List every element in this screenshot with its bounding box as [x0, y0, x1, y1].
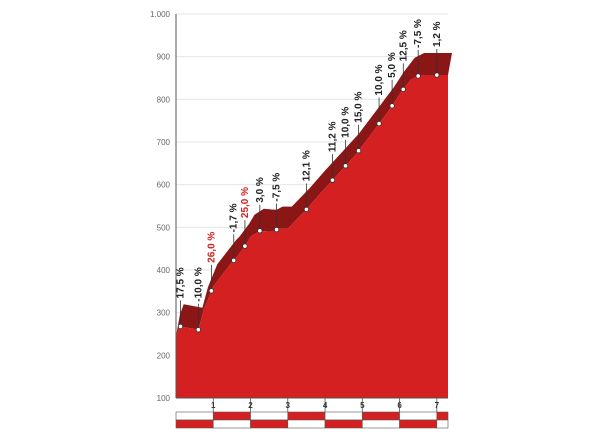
- grade-point: [242, 243, 248, 249]
- grade-point: [389, 103, 395, 109]
- ruler-segment: [362, 419, 400, 429]
- grade-label: 10,0 %: [374, 64, 385, 95]
- grade-point: [329, 177, 336, 183]
- grade-label: 15,0 %: [354, 91, 365, 122]
- grade-labels: 17,5 % -10,0 %26,0 % -1,7 % 25,0 % 3,0 % -7,5…: [175, 19, 442, 302]
- grade-label: 1,2 %: [432, 21, 443, 47]
- grade-label: 12,1 %: [301, 150, 312, 181]
- grade-label: 11,2 %: [327, 121, 338, 152]
- ruler-segment: [362, 411, 400, 421]
- grade-label: -7,5 %: [272, 173, 283, 202]
- grade-label: 17,5 %: [175, 267, 186, 298]
- ruler-segment: [250, 411, 289, 421]
- y-tick-label: 600: [157, 181, 171, 190]
- ruler-segment: [175, 419, 214, 429]
- x-tick-label: 7: [435, 401, 440, 410]
- ruler-segment: [250, 419, 289, 429]
- x-tick-label: 5: [360, 401, 365, 410]
- grade-label: 5,0 %: [387, 52, 398, 78]
- grade-label: -7,5 %: [413, 19, 424, 48]
- y-tick-label: 800: [157, 95, 171, 104]
- y-tick-label: 200: [157, 351, 171, 360]
- ruler-segment: [212, 411, 251, 421]
- distance-ruler: [175, 411, 449, 429]
- x-tick-label: 6: [397, 401, 402, 410]
- grade-label: 26,0 %: [206, 232, 217, 263]
- grade-leaders: [180, 49, 438, 330]
- ruler-segment: [287, 419, 326, 429]
- grade-point: [342, 163, 349, 169]
- y-tick-label: 300: [157, 309, 171, 318]
- grade-point: [195, 327, 201, 333]
- axes: 100 200 300 400 500 600 700 800 900 1.000 1 2 3 4 5 6 7: [150, 10, 448, 412]
- grade-point: [231, 257, 237, 263]
- grade-label: 25,0 %: [240, 187, 251, 218]
- ruler-segment: [399, 419, 438, 429]
- grade-point: [355, 148, 362, 154]
- y-tick-label: 700: [157, 138, 171, 147]
- grade-points: [177, 72, 440, 333]
- ruler-segment: [287, 411, 326, 421]
- grade-label: -10,0 %: [193, 267, 204, 302]
- ruler-segment: [324, 411, 363, 421]
- ruler-segment: [399, 411, 438, 421]
- grade-point: [257, 228, 263, 234]
- grade-point: [303, 206, 310, 213]
- ruler-segment: [212, 419, 251, 429]
- grade-point: [434, 72, 440, 78]
- ruler-segment: [175, 411, 214, 421]
- profile-shadow: [176, 53, 452, 337]
- grade-label: -1,7 %: [229, 203, 240, 232]
- grade-label: 12,5 %: [398, 30, 409, 61]
- x-tick-label: 4: [323, 401, 328, 410]
- grade-label: 10,0 %: [341, 107, 352, 138]
- profile-fill: [176, 75, 448, 398]
- y-tick-label: 500: [157, 223, 171, 232]
- ruler-segment: [324, 419, 363, 429]
- grade-point: [400, 86, 406, 92]
- y-tick-label: 100: [157, 394, 171, 403]
- grade-point: [274, 227, 280, 233]
- y-tick-label: 900: [157, 53, 171, 62]
- x-tick-label: 1: [211, 401, 216, 410]
- profile-area: [176, 75, 448, 398]
- grade-point: [415, 73, 421, 79]
- profile-ridge: [176, 53, 452, 337]
- ruler-segment: [436, 419, 449, 429]
- x-tick-label: 2: [248, 401, 253, 410]
- y-tick-label: 400: [157, 266, 171, 275]
- x-tick-label: 3: [286, 401, 291, 410]
- grade-point: [376, 120, 382, 127]
- grade-point: [177, 323, 184, 330]
- ruler-segment: [436, 411, 449, 421]
- grade-label: 3,0 %: [255, 177, 266, 203]
- grade-point: [208, 288, 214, 294]
- y-tick-label: 1.000: [150, 10, 171, 19]
